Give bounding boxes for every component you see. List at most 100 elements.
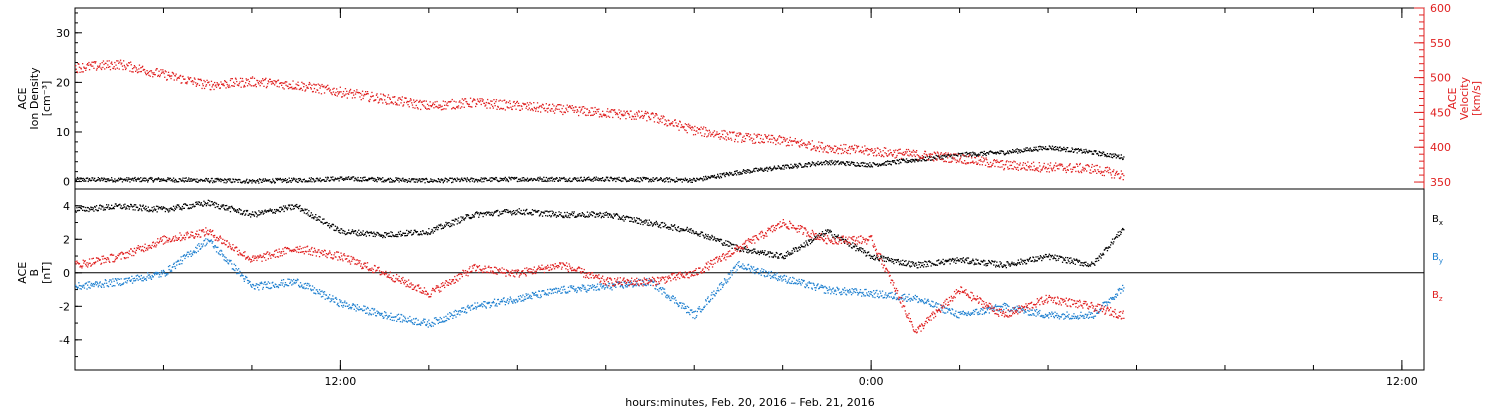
data-point xyxy=(924,150,927,153)
data-point xyxy=(754,141,757,144)
data-point xyxy=(352,230,354,233)
data-point xyxy=(103,63,105,66)
data-point xyxy=(629,216,632,219)
data-point xyxy=(733,244,735,246)
data-point xyxy=(646,120,648,122)
data-point xyxy=(955,262,957,264)
data-point xyxy=(1058,168,1060,170)
data-point xyxy=(671,123,673,125)
data-point xyxy=(836,161,838,163)
data-point xyxy=(535,108,537,110)
data-point xyxy=(207,178,209,180)
data-point xyxy=(596,213,599,216)
data-point xyxy=(364,176,366,178)
data-point xyxy=(466,215,468,217)
data-point xyxy=(487,212,489,214)
data-point xyxy=(534,209,536,211)
data-point xyxy=(628,114,630,116)
data-point xyxy=(1012,161,1014,164)
data-point xyxy=(433,227,435,229)
data-point xyxy=(636,217,638,219)
data-point xyxy=(1106,156,1108,158)
data-point xyxy=(215,202,217,204)
data-point xyxy=(440,178,443,180)
data-point xyxy=(81,71,83,73)
data-point xyxy=(795,141,797,143)
data-point xyxy=(97,179,99,181)
data-point xyxy=(538,178,541,180)
data-point xyxy=(855,165,857,167)
data-point xyxy=(608,213,610,215)
data-point xyxy=(76,70,78,73)
data-point xyxy=(1008,152,1010,155)
data-point xyxy=(962,162,964,164)
data-point xyxy=(228,206,230,208)
data-point xyxy=(917,261,920,263)
data-point xyxy=(357,176,359,179)
data-point xyxy=(890,152,892,154)
data-point xyxy=(778,165,780,168)
data-point xyxy=(1041,169,1043,171)
data-point xyxy=(965,258,967,260)
data-point xyxy=(638,222,640,224)
data-point xyxy=(473,215,475,217)
data-point xyxy=(1061,148,1064,150)
data-point xyxy=(91,206,93,209)
data-point xyxy=(782,141,784,143)
data-point xyxy=(133,177,136,180)
data-point xyxy=(103,207,105,209)
data-point xyxy=(741,172,743,175)
data-point xyxy=(425,178,427,180)
data-point xyxy=(777,257,779,259)
data-point xyxy=(187,179,189,181)
data-point xyxy=(189,204,191,206)
data-point xyxy=(168,208,170,210)
data-point xyxy=(616,213,618,215)
data-point xyxy=(373,231,375,233)
data-point xyxy=(142,177,144,179)
data-point xyxy=(403,101,405,104)
data-point xyxy=(984,153,987,155)
data-point xyxy=(655,224,657,226)
data-point xyxy=(517,105,519,107)
data-point xyxy=(301,181,304,183)
data-point xyxy=(270,81,272,83)
data-point xyxy=(727,240,729,242)
data-point xyxy=(1106,166,1109,168)
data-point xyxy=(351,97,354,99)
data-point xyxy=(526,177,529,179)
data-point xyxy=(464,98,466,100)
data-point xyxy=(518,105,520,107)
data-point xyxy=(683,126,685,128)
data-point xyxy=(610,111,612,113)
data-point xyxy=(1038,148,1040,151)
data-point xyxy=(715,240,717,242)
data-point xyxy=(212,203,214,206)
data-point xyxy=(529,179,531,181)
data-point xyxy=(768,134,770,136)
data-point xyxy=(1042,257,1044,260)
data-point xyxy=(373,100,375,102)
data-point xyxy=(977,155,979,157)
data-point xyxy=(274,84,276,86)
data-point xyxy=(753,168,755,170)
data-point xyxy=(335,91,337,94)
data-point xyxy=(178,77,180,79)
data-point xyxy=(533,102,535,104)
data-point xyxy=(1016,148,1018,150)
data-point xyxy=(1104,154,1107,156)
data-point xyxy=(519,178,522,180)
data-point xyxy=(82,71,84,73)
data-point xyxy=(126,180,129,182)
data-point xyxy=(845,151,848,154)
data-point xyxy=(811,241,813,243)
data-point xyxy=(366,231,369,233)
data-point xyxy=(632,178,635,180)
data-point xyxy=(765,136,767,138)
data-point xyxy=(770,141,772,143)
data-point xyxy=(1064,167,1066,169)
data-point xyxy=(611,109,613,111)
data-point xyxy=(624,112,626,114)
data-point xyxy=(998,153,1001,155)
data-point xyxy=(372,235,374,237)
